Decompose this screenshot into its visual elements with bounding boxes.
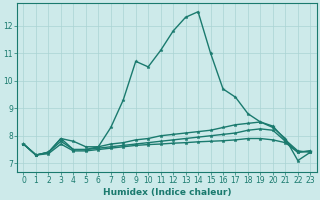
X-axis label: Humidex (Indice chaleur): Humidex (Indice chaleur) xyxy=(103,188,231,197)
